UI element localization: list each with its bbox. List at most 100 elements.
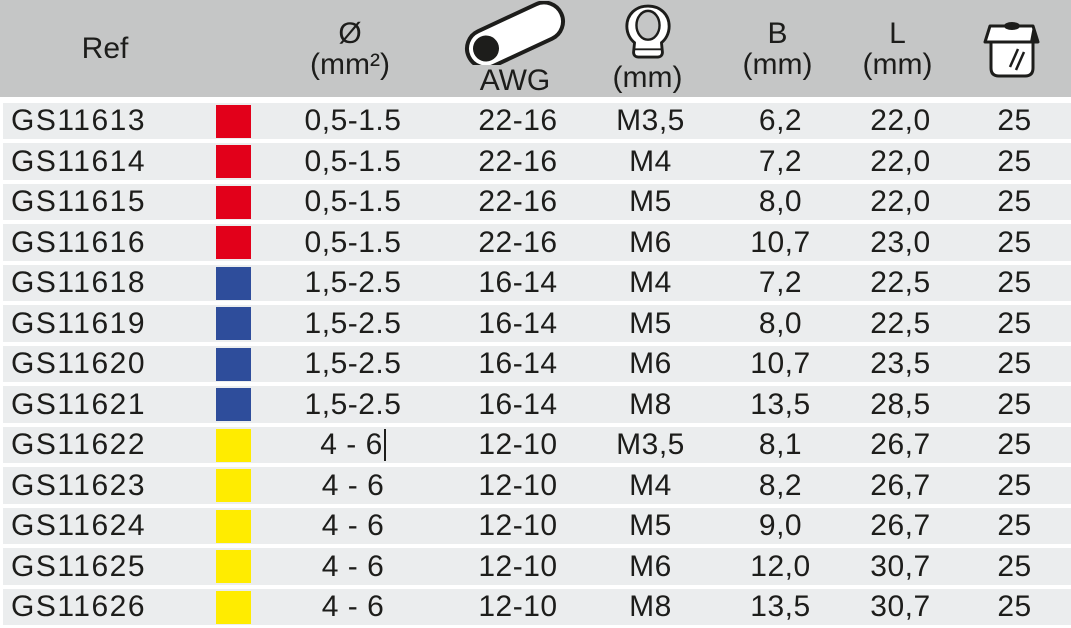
stud-cell[interactable]: M6 xyxy=(629,225,672,259)
ref-cell[interactable]: GS11620 xyxy=(11,347,147,381)
diameter-cell[interactable]: 4 - 6 xyxy=(321,590,385,623)
l-cell[interactable]: 26,7 xyxy=(870,468,931,502)
stud-cell[interactable]: M5 xyxy=(629,306,672,340)
qty-cell[interactable]: 25 xyxy=(997,509,1032,543)
color-swatch-cell xyxy=(213,266,253,300)
stud-cell[interactable]: M5 xyxy=(629,185,672,219)
qty-cell[interactable]: 25 xyxy=(997,387,1032,421)
l-cell[interactable]: 22,5 xyxy=(870,306,931,340)
b-cell[interactable]: 8,0 xyxy=(758,306,803,340)
ref-cell[interactable]: GS11616 xyxy=(11,225,147,259)
awg-cell[interactable]: 12-10 xyxy=(478,468,558,502)
color-swatch xyxy=(215,428,251,462)
l-cell[interactable]: 22,0 xyxy=(870,104,931,138)
b-cell[interactable]: 8,0 xyxy=(758,185,803,219)
ref-cell[interactable]: GS11624 xyxy=(11,509,147,543)
b-cell[interactable]: 10,7 xyxy=(750,347,811,381)
qty-cell[interactable]: 25 xyxy=(997,468,1032,502)
ref-cell[interactable]: GS11619 xyxy=(11,306,147,340)
ref-cell[interactable]: GS11615 xyxy=(11,185,147,219)
diameter-cell[interactable]: 4 - 6 xyxy=(321,509,385,543)
b-cell[interactable]: 8,1 xyxy=(758,428,803,462)
awg-cell[interactable]: 12-10 xyxy=(478,509,558,543)
qty-cell[interactable]: 25 xyxy=(997,144,1032,178)
qty-cell[interactable]: 25 xyxy=(997,266,1032,300)
stud-cell[interactable]: M6 xyxy=(629,347,672,381)
awg-cell[interactable]: 12-10 xyxy=(478,428,558,462)
ref-cell[interactable]: GS11618 xyxy=(11,266,147,300)
b-cell[interactable]: 7,2 xyxy=(758,266,803,300)
table-row: GS11623 4 - 6 12-10 M4 8,2 26,7 25 xyxy=(3,467,1071,504)
awg-cell[interactable]: 22-16 xyxy=(478,144,558,178)
awg-cell[interactable]: 16-14 xyxy=(478,347,558,381)
qty-cell[interactable]: 25 xyxy=(997,104,1032,138)
qty-cell[interactable]: 25 xyxy=(997,590,1032,623)
qty-cell[interactable]: 25 xyxy=(997,185,1032,219)
awg-cell[interactable]: 16-14 xyxy=(478,306,558,340)
awg-cell[interactable]: 16-14 xyxy=(478,387,558,421)
diameter-cell[interactable]: 4 - 6 xyxy=(321,549,385,583)
ref-cell[interactable]: GS11622 xyxy=(11,428,147,462)
b-cell[interactable]: 6,2 xyxy=(758,104,803,138)
stud-cell[interactable]: M3,5 xyxy=(616,104,685,138)
l-cell[interactable]: 28,5 xyxy=(870,387,931,421)
diameter-cell[interactable]: 1,5-2.5 xyxy=(304,266,402,300)
stud-cell[interactable]: M8 xyxy=(629,387,672,421)
stud-cell[interactable]: M4 xyxy=(629,468,672,502)
diameter-cell[interactable]: 1,5-2.5 xyxy=(304,306,402,340)
b-cell[interactable]: 9,0 xyxy=(758,509,803,543)
diameter-cell[interactable]: 0,5-1.5 xyxy=(304,144,402,178)
awg-cell[interactable]: 22-16 xyxy=(478,104,558,138)
qty-cell[interactable]: 25 xyxy=(997,347,1032,381)
qty-cell[interactable]: 25 xyxy=(997,225,1032,259)
l-cell[interactable]: 26,7 xyxy=(870,509,931,543)
l-unit: (mm) xyxy=(862,47,933,81)
l-cell[interactable]: 22,5 xyxy=(870,266,931,300)
l-cell[interactable]: 22,0 xyxy=(870,185,931,219)
qty-cell[interactable]: 25 xyxy=(997,428,1032,462)
awg-cell[interactable]: 22-16 xyxy=(478,225,558,259)
ref-cell[interactable]: GS11621 xyxy=(11,387,147,421)
b-cell[interactable]: 7,2 xyxy=(758,144,803,178)
ref-cell[interactable]: GS11614 xyxy=(11,144,147,178)
ref-cell[interactable]: GS11625 xyxy=(11,549,147,583)
l-cell[interactable]: 30,7 xyxy=(870,590,931,623)
b-cell[interactable]: 10,7 xyxy=(750,225,811,259)
diameter-cell[interactable]: 4 - 6 xyxy=(321,468,385,502)
b-cell[interactable]: 8,2 xyxy=(758,468,803,502)
b-cell[interactable]: 13,5 xyxy=(750,387,811,421)
qty-cell[interactable]: 25 xyxy=(997,549,1032,583)
l-cell[interactable]: 23,5 xyxy=(870,347,931,381)
qty-cell[interactable]: 25 xyxy=(997,306,1032,340)
diameter-cell[interactable]: 0,5-1.5 xyxy=(304,104,402,138)
stud-cell[interactable]: M3,5 xyxy=(616,428,685,462)
awg-cell[interactable]: 12-10 xyxy=(478,590,558,623)
l-cell[interactable]: 26,7 xyxy=(870,428,931,462)
stud-cell[interactable]: M8 xyxy=(629,590,672,623)
color-swatch-cell xyxy=(213,145,253,179)
stud-cell[interactable]: M5 xyxy=(629,509,672,543)
stud-cell[interactable]: M4 xyxy=(629,266,672,300)
l-cell[interactable]: 30,7 xyxy=(870,549,931,583)
diameter-cell[interactable]: 0,5-1.5 xyxy=(304,225,402,259)
stud-cell[interactable]: M4 xyxy=(629,144,672,178)
awg-cell[interactable]: 12-10 xyxy=(478,549,558,583)
ref-cell[interactable]: GS11613 xyxy=(11,104,147,138)
b-cell[interactable]: 13,5 xyxy=(750,590,811,623)
b-cell[interactable]: 12,0 xyxy=(750,549,811,583)
ref-cell[interactable]: GS11626 xyxy=(11,590,147,623)
diameter-cell[interactable]: 0,5-1.5 xyxy=(304,185,402,219)
diameter-cell[interactable]: 4 - 6 xyxy=(253,428,453,462)
color-swatch xyxy=(215,469,251,503)
table-row: GS11615 0,5-1.5 22-16 M5 8,0 22,0 25 xyxy=(3,183,1071,221)
l-cell[interactable]: 23,0 xyxy=(870,225,931,259)
l-cell[interactable]: 22,0 xyxy=(870,144,931,178)
color-swatch-cell xyxy=(213,347,253,381)
ref-cell[interactable]: GS11623 xyxy=(11,468,147,502)
diameter-cell[interactable]: 1,5-2.5 xyxy=(304,387,402,421)
awg-cell[interactable]: 16-14 xyxy=(478,266,558,300)
diameter-cell[interactable]: 1,5-2.5 xyxy=(304,347,402,381)
awg-cell[interactable]: 22-16 xyxy=(478,185,558,219)
stud-cell[interactable]: M6 xyxy=(629,549,672,583)
color-swatch xyxy=(215,145,251,179)
